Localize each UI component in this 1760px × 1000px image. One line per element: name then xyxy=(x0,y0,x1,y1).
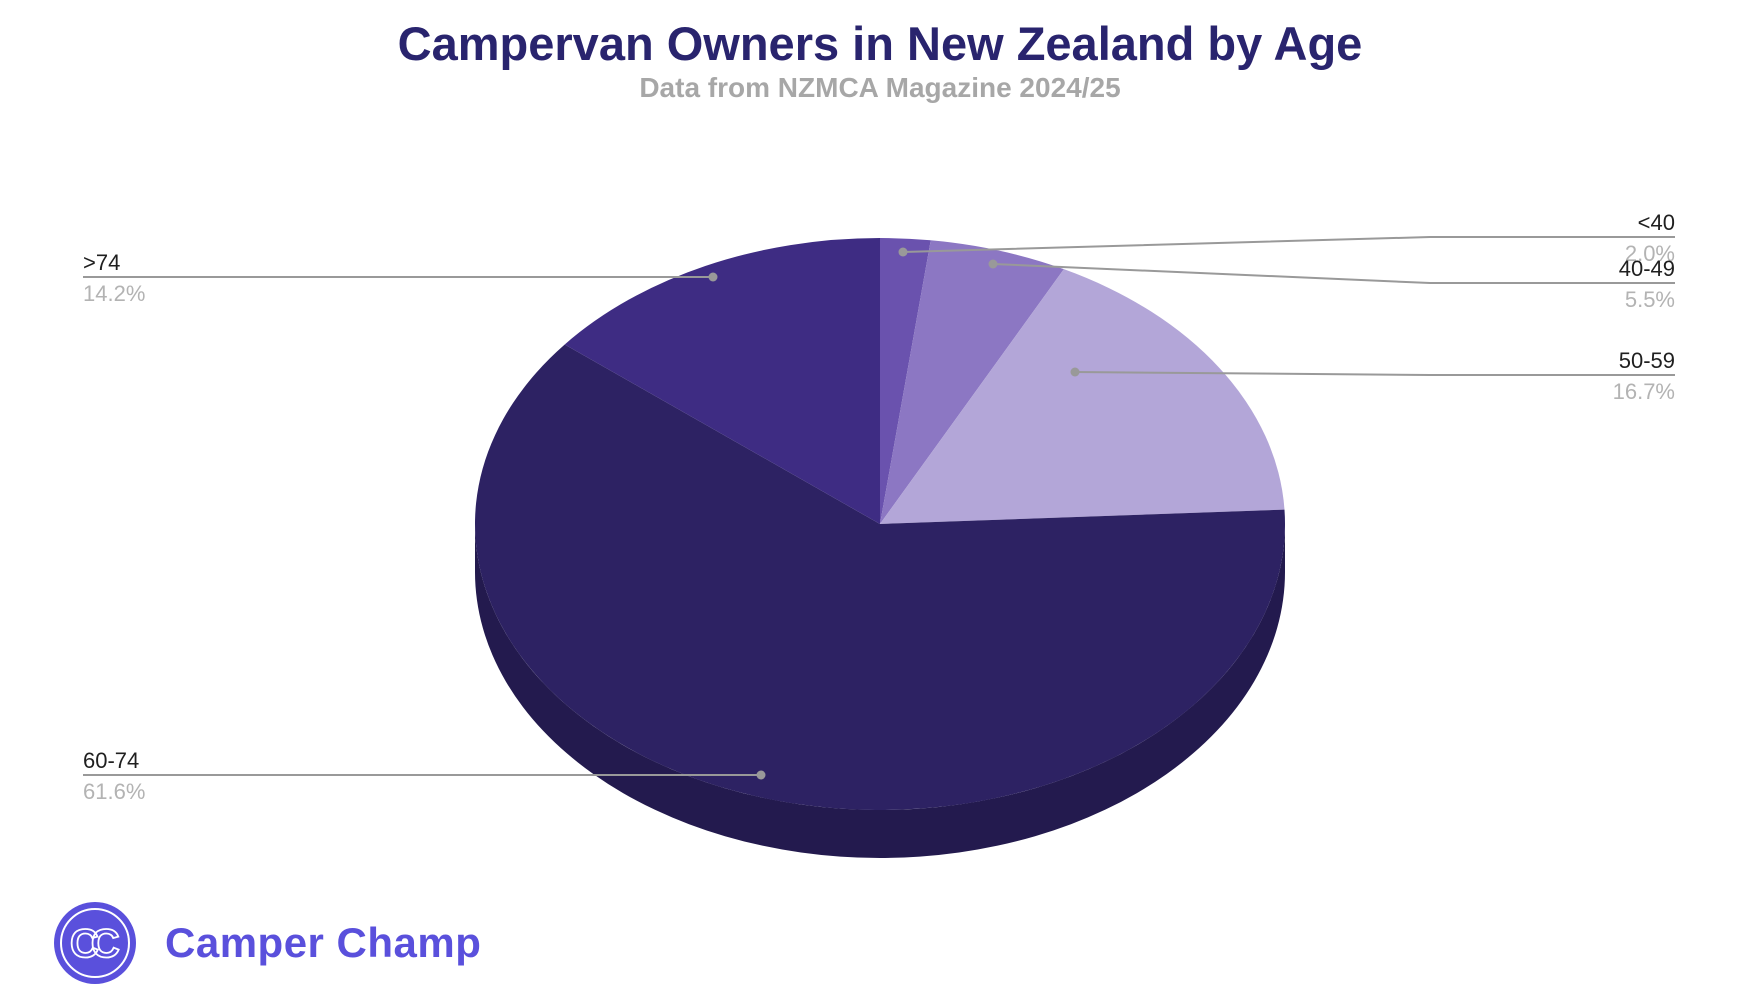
chart-subtitle: Data from NZMCA Magazine 2024/25 xyxy=(639,72,1121,103)
camper-champ-logo-icon: CC xyxy=(54,902,136,984)
connector-line-4049 xyxy=(992,263,1675,284)
connector-dot-74 xyxy=(708,272,718,282)
slice-label-text: >74 xyxy=(83,250,121,275)
slice-percent-text: 61.6% xyxy=(83,779,146,804)
pie-slice-5059[interactable] xyxy=(880,269,1285,524)
slice-label-40-49: 40-49 5.5% xyxy=(1415,256,1675,313)
slice-label-over74: >74 14.2% xyxy=(83,250,343,307)
connector-dot-40 xyxy=(898,247,908,257)
slice-label-text: 50-59 xyxy=(1618,348,1675,373)
camper-champ-logo[interactable]: CC Camper Champ xyxy=(53,901,481,985)
connector-dot-4049 xyxy=(988,259,998,269)
connector-dot-5059 xyxy=(1070,367,1080,377)
camper-champ-wordmark: Camper Champ xyxy=(165,919,482,966)
slice-label-50-59: 50-59 16.7% xyxy=(1415,348,1675,405)
svg-text:CC: CC xyxy=(70,922,119,966)
slice-percent-text: 5.5% xyxy=(1624,287,1675,312)
slice-percent-text: 2.0% xyxy=(1624,241,1675,266)
pie-slice-74[interactable] xyxy=(564,238,880,524)
slice-label-text: 60-74 xyxy=(83,748,140,773)
connector-dot-6074 xyxy=(756,770,766,780)
chart-title: Campervan Owners in New Zealand by Age xyxy=(397,17,1363,70)
slice-label-text: <40 xyxy=(1637,210,1675,235)
slice-label-under40: <40 2.0% xyxy=(1415,210,1675,267)
pie-slice-4049[interactable] xyxy=(880,240,1064,524)
pie-slice-6074[interactable] xyxy=(475,344,1285,810)
slice-percent-text: 14.2% xyxy=(83,281,146,306)
slice-label-60-74: 60-74 61.6% xyxy=(83,748,343,805)
pie-slice-40[interactable] xyxy=(880,238,931,524)
connector-line-5059 xyxy=(1074,371,1675,376)
connector-line-40 xyxy=(902,236,1675,253)
slice-label-text: 40-49 xyxy=(1618,256,1675,281)
slice-percent-text: 16.7% xyxy=(1612,379,1675,404)
